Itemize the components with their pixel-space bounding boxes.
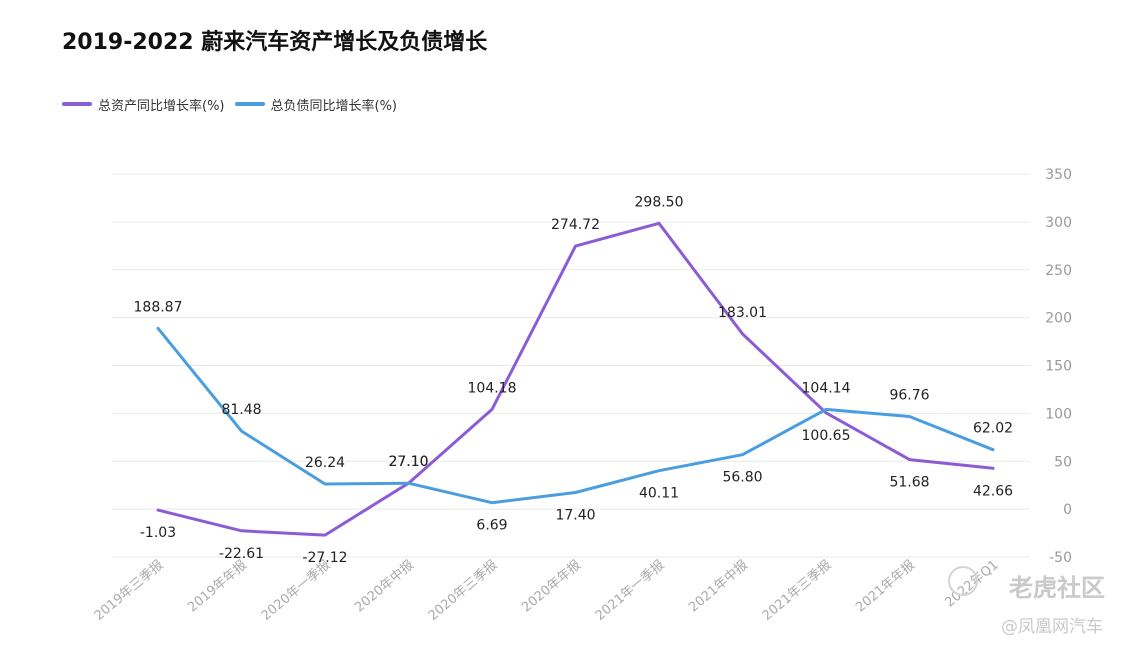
chart-title: 2019-2022 蔚来汽车资产增长及负债增长	[62, 30, 488, 55]
legend-swatch-liabilities	[234, 102, 265, 106]
data-label: 6.69	[476, 518, 507, 534]
y-tick-label: 50	[1054, 454, 1072, 470]
y-tick-label: -50	[1049, 550, 1072, 566]
y-tick-label: 200	[1045, 311, 1072, 327]
y-tick-label: 250	[1045, 263, 1072, 279]
y-tick-label: 350	[1045, 167, 1072, 183]
y-tick-label: 300	[1045, 215, 1072, 231]
x-tick-label: 2020年年报	[519, 558, 584, 616]
x-tick-label: 2021年三季报	[760, 558, 835, 624]
data-label: 104.18	[468, 380, 517, 396]
x-tick-label: 2019年三季报	[92, 558, 167, 624]
data-label: 27.10	[388, 454, 428, 470]
data-label: 26.24	[305, 455, 345, 471]
data-label: 42.66	[973, 483, 1013, 499]
legend-item-assets[interactable]: 总资产同比增长率(%)	[62, 95, 225, 114]
data-label: 274.72	[551, 217, 600, 233]
data-label: 104.14	[802, 380, 851, 396]
legend-label-liabilities: 总负债同比增长率(%)	[270, 98, 398, 114]
y-tick-label: 100	[1045, 406, 1072, 422]
data-label: 62.02	[973, 421, 1013, 437]
data-label: 100.65	[802, 428, 851, 444]
legend-label-assets: 总资产同比增长率(%)	[98, 98, 225, 114]
series-line-liabilities	[156, 326, 995, 505]
data-label: -22.61	[219, 546, 264, 562]
x-tick-label: 2020年三季报	[426, 558, 501, 624]
x-tick-label: 2021年中报	[686, 558, 751, 616]
chart-legend: 总资产同比增长率(%) 总负债同比增长率(%)	[62, 94, 407, 114]
data-label: 188.87	[134, 299, 183, 315]
x-tick-label: 2020年中报	[352, 558, 417, 616]
data-label: -27.12	[302, 550, 347, 566]
data-label: 96.76	[889, 387, 929, 403]
watermark-ifeng-auto: @凤凰网汽车	[1001, 617, 1103, 637]
x-tick-label: 2021年年报	[853, 558, 918, 616]
y-tick-label: 150	[1045, 359, 1072, 375]
data-label: -1.03	[140, 525, 176, 541]
data-label: 183.01	[718, 305, 767, 321]
data-label: 51.68	[889, 475, 929, 491]
x-tick-label: 2021年一季报	[593, 558, 668, 624]
data-label: 17.40	[555, 507, 595, 523]
watermark-tiger-community: 老虎社区	[1009, 574, 1105, 602]
data-label: 298.50	[635, 194, 684, 210]
data-label: 56.80	[722, 470, 762, 486]
watermark-logo-icon	[948, 566, 978, 596]
legend-item-liabilities[interactable]: 总负债同比增长率(%)	[234, 95, 398, 114]
data-label: 27.10	[388, 454, 428, 470]
y-tick-label: 0	[1063, 502, 1072, 518]
data-label: 81.48	[221, 402, 261, 418]
x-tick-label: 2019年年报	[185, 558, 250, 616]
series-line-assets	[156, 221, 995, 537]
legend-swatch-assets	[62, 102, 92, 106]
data-label: 40.11	[639, 486, 679, 502]
x-tick-label: 2020年一季报	[259, 558, 334, 624]
